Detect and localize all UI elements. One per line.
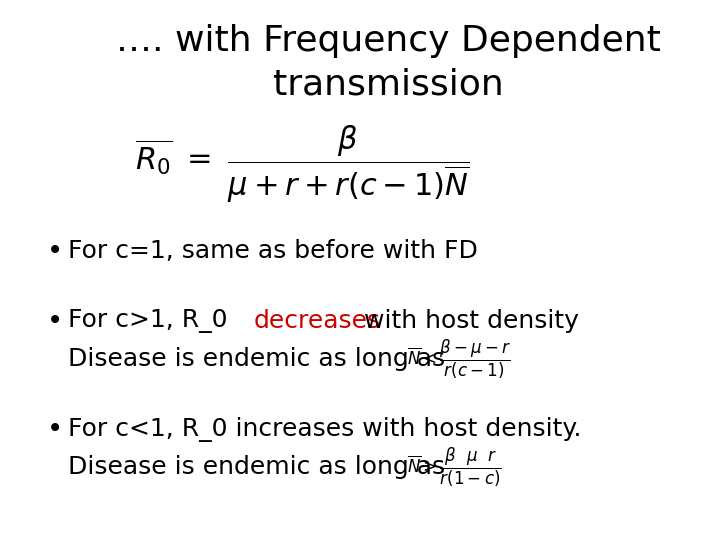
Text: decreases: decreases <box>253 309 381 333</box>
Text: For c<1, R_0 increases with host density.: For c<1, R_0 increases with host density… <box>68 417 582 442</box>
Text: Disease is endemic as long as: Disease is endemic as long as <box>68 455 446 479</box>
Text: •: • <box>47 415 63 443</box>
Text: $\overline{N} < \dfrac{\beta-\mu-r}{r(c-1)}$: $\overline{N} < \dfrac{\beta-\mu-r}{r(c-… <box>407 338 511 381</box>
Text: •: • <box>47 307 63 335</box>
Text: with host density: with host density <box>356 309 580 333</box>
Text: Disease is endemic as long as: Disease is endemic as long as <box>68 347 446 371</box>
Text: •: • <box>47 237 63 265</box>
Text: For c>1, R_0: For c>1, R_0 <box>68 309 236 333</box>
Text: $\overline{N} > \dfrac{\beta\ \ \mu\ \ r}{r(1-c)}$: $\overline{N} > \dfrac{\beta\ \ \mu\ \ r… <box>407 446 502 489</box>
Text: For c=1, same as before with FD: For c=1, same as before with FD <box>68 239 478 263</box>
Text: transmission: transmission <box>274 68 504 102</box>
Text: $\overline{R_0}\ =\ \dfrac{\beta}{\mu+r+r(c-1)\overline{N}}$: $\overline{R_0}\ =\ \dfrac{\beta}{\mu+r+… <box>135 124 469 205</box>
Text: …. with Frequency Dependent: …. with Frequency Dependent <box>117 24 661 58</box>
